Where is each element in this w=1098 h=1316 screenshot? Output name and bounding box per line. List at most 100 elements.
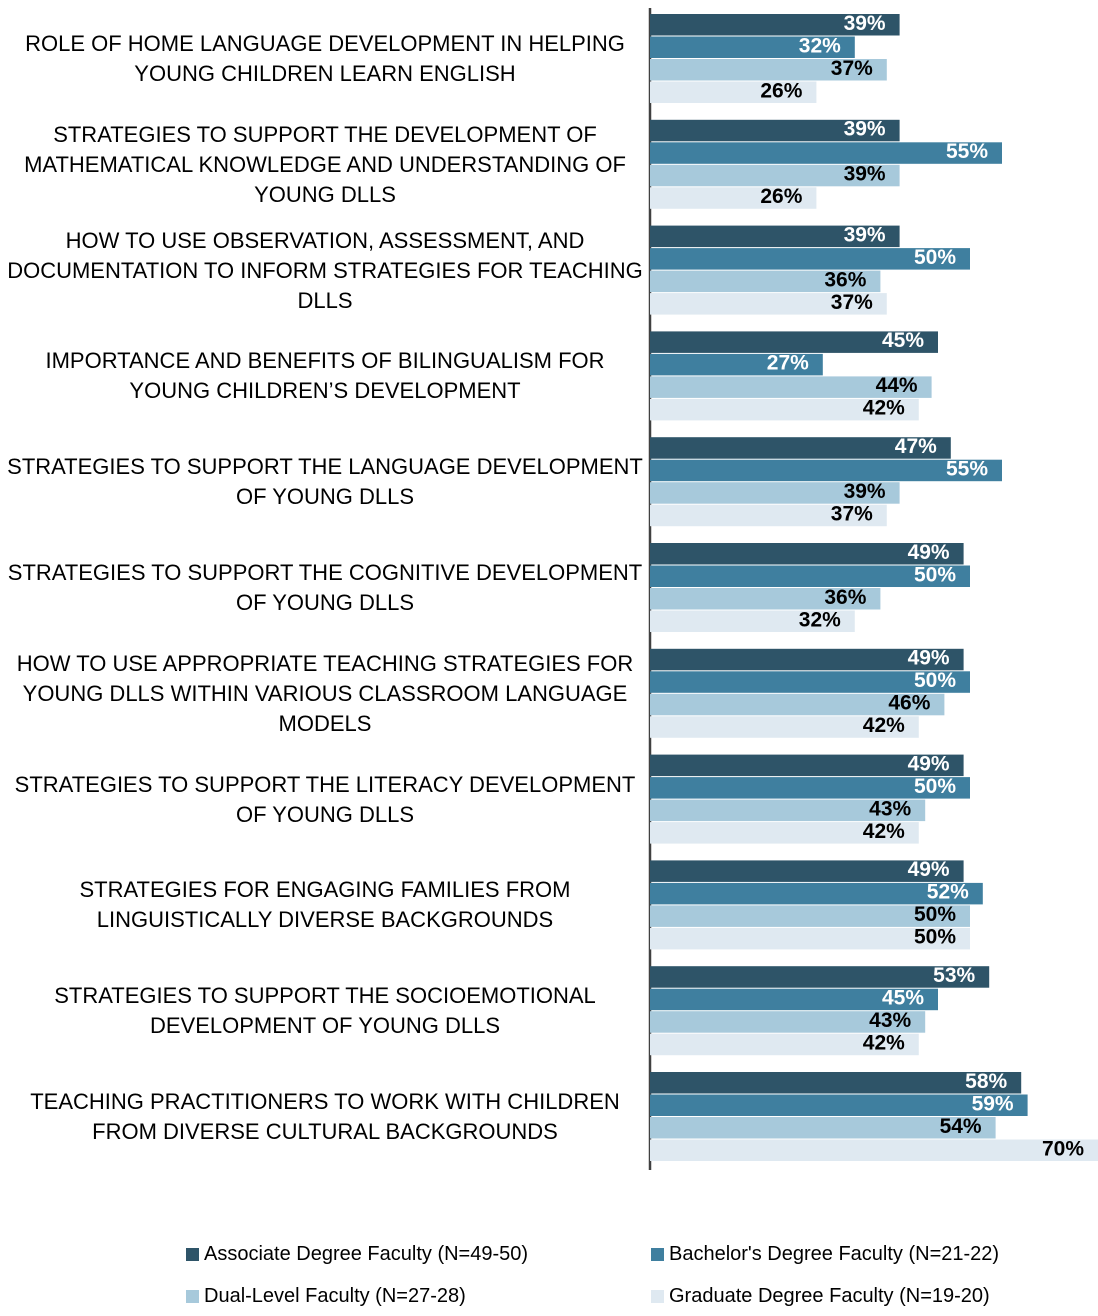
value-label: 36% xyxy=(824,586,866,609)
bar xyxy=(650,437,951,459)
value-label: 43% xyxy=(869,797,911,820)
bar xyxy=(650,293,887,315)
bar xyxy=(650,565,970,587)
bar xyxy=(650,14,900,36)
value-label: 44% xyxy=(876,374,918,397)
bar xyxy=(650,1011,926,1033)
bar xyxy=(650,777,970,799)
value-label: 45% xyxy=(882,329,924,352)
category-label: TEACHING PRACTITIONERS TO WORK WITH CHIL… xyxy=(30,1089,620,1144)
bar xyxy=(650,1072,1022,1094)
value-label: 50% xyxy=(914,669,956,692)
value-label: 55% xyxy=(946,140,988,163)
bar xyxy=(650,754,964,777)
category-label: STRATEGIES TO SUPPORT THE SOCIOEMOTIONAL… xyxy=(54,983,596,1039)
value-label: 32% xyxy=(799,34,841,57)
bar xyxy=(650,543,964,565)
legend-swatch xyxy=(186,1248,199,1261)
bar xyxy=(650,799,926,822)
category-label: STRATEGIES TO SUPPORT THE DEVELOPMENT OF… xyxy=(24,121,626,207)
bar xyxy=(650,671,970,693)
value-label: 49% xyxy=(908,752,950,775)
value-label: 37% xyxy=(831,502,873,525)
bar xyxy=(650,927,970,950)
value-label: 26% xyxy=(760,185,802,208)
bar xyxy=(650,225,900,248)
category-label: HOW TO USE OBSERVATION, ASSESSMENT, AND … xyxy=(7,227,643,313)
legend-label: Graduate Degree Faculty (N=19-20) xyxy=(669,1285,990,1307)
legend-label: Dual-Level Faculty (N=27-28) xyxy=(204,1285,466,1307)
value-label: 37% xyxy=(831,291,873,314)
value-label: 52% xyxy=(927,881,969,904)
value-label: 50% xyxy=(914,246,956,269)
value-label: 39% xyxy=(844,163,886,186)
value-label: 46% xyxy=(888,692,930,715)
bar xyxy=(650,693,945,716)
value-label: 59% xyxy=(972,1092,1014,1115)
legend-item: Associate Degree Faculty (N=49-50) xyxy=(186,1243,528,1266)
category-label: STRATEGIES TO SUPPORT THE COGNITIVE DEVE… xyxy=(7,560,643,615)
bar xyxy=(650,459,1002,482)
bar xyxy=(650,164,900,187)
value-label: 49% xyxy=(908,541,950,564)
bar xyxy=(650,610,855,632)
bar xyxy=(650,966,990,988)
bar xyxy=(650,248,970,270)
bar xyxy=(650,822,919,844)
value-label: 26% xyxy=(760,79,802,102)
bar xyxy=(650,1117,996,1139)
category-label: STRATEGIES FOR ENGAGING FAMILIES FROM LI… xyxy=(79,877,571,933)
value-label: 49% xyxy=(908,647,950,670)
value-label: 58% xyxy=(965,1070,1007,1093)
value-label: 37% xyxy=(831,57,873,80)
value-label: 43% xyxy=(869,1009,911,1032)
bar xyxy=(650,119,900,142)
value-label: 53% xyxy=(933,964,975,987)
bar xyxy=(650,59,887,81)
legend-item: Dual-Level Faculty (N=27-28) xyxy=(186,1285,466,1308)
bar xyxy=(650,1139,1098,1161)
value-label: 39% xyxy=(844,118,886,141)
bar xyxy=(650,376,932,398)
bar xyxy=(650,142,1002,164)
value-label: 42% xyxy=(863,1031,905,1054)
category-label: STRATEGIES TO SUPPORT THE LITERACY DEVEL… xyxy=(14,771,636,827)
category-label: HOW TO USE APPROPRIATE TEACHING STRATEGI… xyxy=(16,650,634,736)
bar xyxy=(650,482,900,504)
value-label: 27% xyxy=(767,352,809,375)
value-label: 36% xyxy=(824,268,866,291)
bar xyxy=(650,882,983,905)
legend-label: Bachelor's Degree Faculty (N=21-22) xyxy=(669,1243,1000,1265)
value-label: 42% xyxy=(863,714,905,737)
legend-item: Bachelor's Degree Faculty (N=21-22) xyxy=(651,1243,999,1266)
legend-swatch xyxy=(651,1248,664,1261)
value-label: 32% xyxy=(799,608,841,631)
legend-swatch xyxy=(186,1290,199,1303)
bar xyxy=(650,270,881,293)
value-label: 55% xyxy=(946,457,988,480)
bar xyxy=(650,398,919,421)
bar xyxy=(650,187,817,209)
bar xyxy=(650,648,964,671)
legend-label: Associate Degree Faculty (N=49-50) xyxy=(204,1243,529,1265)
value-label: 50% xyxy=(914,775,956,798)
bar xyxy=(650,1033,919,1056)
value-label: 70% xyxy=(1042,1137,1084,1160)
value-label: 39% xyxy=(844,12,886,35)
value-label: 39% xyxy=(844,480,886,503)
category-label: ROLE OF HOME LANGUAGE DEVELOPMENT IN HEL… xyxy=(25,31,625,86)
value-label: 47% xyxy=(895,435,937,458)
bar xyxy=(650,504,887,527)
bar xyxy=(650,1094,1028,1116)
bar xyxy=(650,331,938,353)
value-label: 50% xyxy=(914,903,956,926)
bar xyxy=(650,860,964,882)
bar xyxy=(650,988,938,1011)
value-label: 54% xyxy=(940,1115,982,1138)
category-label: STRATEGIES TO SUPPORT THE LANGUAGE DEVEL… xyxy=(7,454,643,510)
value-label: 50% xyxy=(914,926,956,949)
value-label: 49% xyxy=(908,858,950,881)
value-label: 39% xyxy=(844,223,886,246)
